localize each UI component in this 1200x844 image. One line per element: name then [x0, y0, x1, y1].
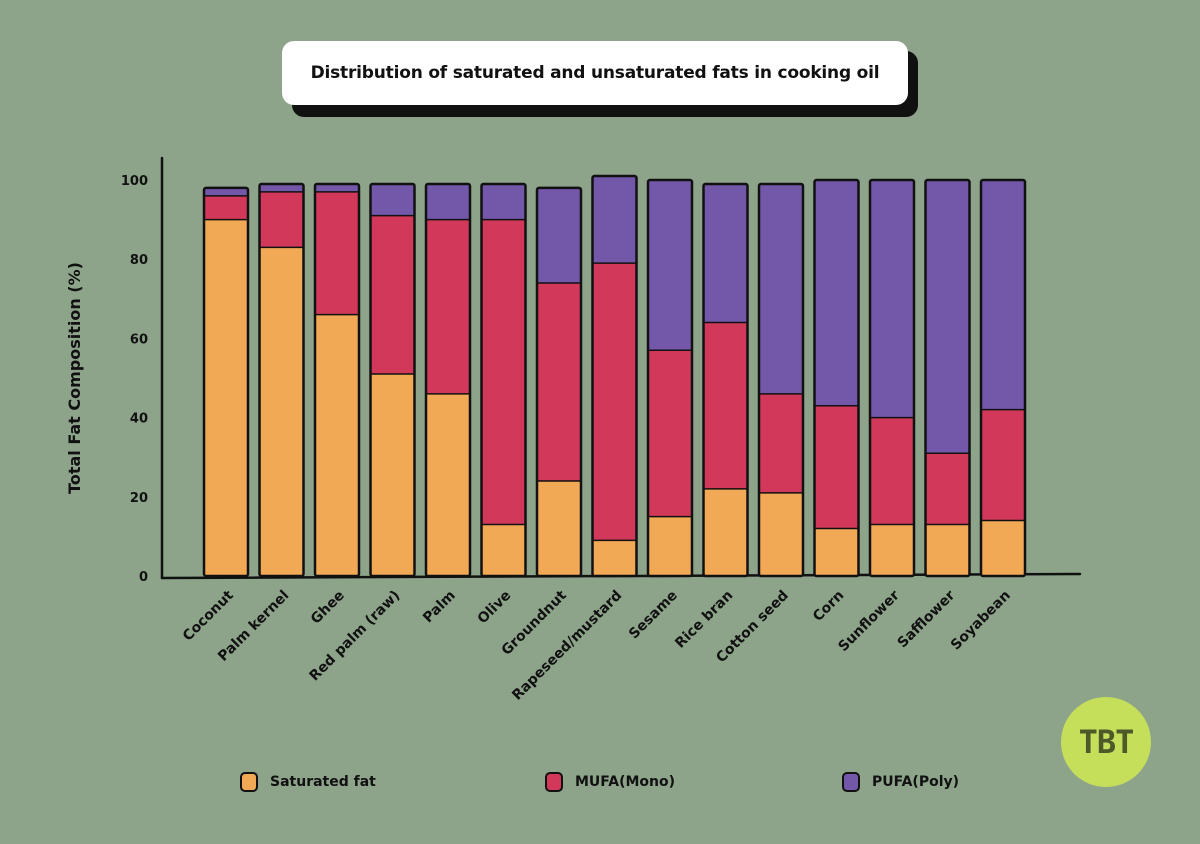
- bar-segment-mufa: [315, 191, 359, 315]
- bar-segment-pufa: [703, 183, 748, 323]
- y-tick-label: 40: [130, 412, 148, 427]
- bar-segment-mufa: [648, 350, 692, 517]
- x-tick-label: Corn: [810, 588, 847, 625]
- x-tick-label: Rapeseed/mustard: [509, 588, 625, 704]
- legend-item-saturated: Saturated fat: [240, 772, 376, 792]
- bar-outline: [258, 182, 305, 578]
- bar-outline: [535, 186, 583, 578]
- bar-outline: [757, 182, 805, 578]
- y-tick-label: 80: [130, 253, 148, 268]
- bar-outline: [369, 182, 416, 578]
- bar-segment-mufa: [370, 215, 415, 375]
- bar-segment-pufa: [315, 183, 359, 192]
- bar-segment-mufa: [981, 409, 1025, 521]
- bar-segment-mufa: [703, 322, 748, 489]
- legend-label-mufa: MUFA(Mono): [575, 774, 676, 790]
- bar-segment-saturated: [759, 492, 803, 576]
- bar-segment-saturated: [259, 247, 304, 576]
- bar-segment-mufa: [204, 195, 248, 220]
- bar-segment-pufa: [204, 187, 248, 196]
- bar-segment-mufa: [925, 453, 970, 525]
- bar-outline: [813, 178, 860, 578]
- x-tick-label: Olive: [475, 588, 515, 628]
- bar-segment-pufa: [925, 180, 970, 454]
- bar-segment-saturated: [481, 524, 526, 576]
- legend-item-mufa: MUFA(Mono): [545, 772, 675, 792]
- bar-segment-mufa: [259, 191, 304, 248]
- bar-segment-pufa: [981, 180, 1025, 410]
- bar-outline: [480, 182, 527, 578]
- legend-item-pufa: PUFA(Poly): [842, 772, 959, 792]
- legend-swatch-saturated: [240, 772, 258, 792]
- y-tick-label: 0: [139, 570, 148, 585]
- bar-outline: [591, 174, 638, 578]
- bar-segment-mufa: [426, 219, 470, 394]
- bar-segment-pufa: [814, 180, 859, 406]
- legend-swatch-pufa: [842, 772, 860, 792]
- bar-outline: [979, 178, 1027, 578]
- bar-segment-pufa: [870, 180, 914, 418]
- bar-outline: [924, 178, 971, 578]
- bar-segment-mufa: [537, 282, 581, 481]
- bar-segment-pufa: [537, 187, 581, 283]
- x-tick-label: Sesame: [626, 588, 681, 643]
- bar-segment-mufa: [814, 405, 859, 529]
- bar-segment-saturated: [870, 524, 914, 576]
- bar-outline: [646, 178, 694, 578]
- bar-segment-saturated: [370, 374, 415, 576]
- bar-segment-pufa: [370, 183, 415, 216]
- bar-segment-saturated: [703, 488, 748, 576]
- bar-segment-mufa: [870, 417, 914, 525]
- bar-outline: [702, 182, 749, 578]
- x-tick-label: Palm: [420, 588, 459, 627]
- bar-outline: [868, 178, 916, 578]
- bar-outline: [424, 182, 472, 578]
- legend-label-saturated: Saturated fat: [270, 774, 376, 790]
- bar-segment-mufa: [592, 263, 637, 541]
- bar-segment-mufa: [481, 219, 526, 525]
- y-tick-label: 100: [121, 174, 148, 189]
- bar-segment-saturated: [648, 516, 692, 576]
- bar-segment-pufa: [592, 176, 637, 264]
- tbt-logo: TBT: [1061, 697, 1151, 787]
- bar-segment-saturated: [426, 393, 470, 576]
- bar-segment-mufa: [759, 393, 803, 493]
- bar-segment-pufa: [759, 183, 803, 394]
- y-axis-label: Total Fat Composition (%): [65, 262, 84, 494]
- bar-segment-saturated: [592, 540, 637, 576]
- x-tick-label: Coconut: [180, 587, 237, 644]
- bar-segment-saturated: [925, 524, 970, 576]
- bar-segment-pufa: [481, 183, 526, 220]
- bar-segment-saturated: [537, 480, 581, 576]
- bar-segment-saturated: [204, 219, 248, 576]
- legend-label-pufa: PUFA(Poly): [872, 774, 960, 790]
- bar-outline: [313, 182, 361, 578]
- legend-swatch-mufa: [545, 772, 563, 792]
- bar-segment-saturated: [315, 314, 359, 576]
- chart-title: Distribution of saturated and unsaturate…: [282, 41, 908, 105]
- bar-outline: [202, 186, 250, 578]
- bar-segment-saturated: [814, 528, 859, 576]
- bar-segment-saturated: [981, 520, 1025, 576]
- bar-segment-pufa: [426, 183, 470, 220]
- bar-segment-pufa: [648, 180, 692, 351]
- x-tick-label: Ghee: [308, 588, 348, 628]
- y-tick-label: 20: [130, 491, 148, 506]
- bar-segment-pufa: [259, 183, 304, 192]
- x-tick-label: Soyabean: [948, 588, 1014, 654]
- y-tick-label: 60: [130, 332, 148, 347]
